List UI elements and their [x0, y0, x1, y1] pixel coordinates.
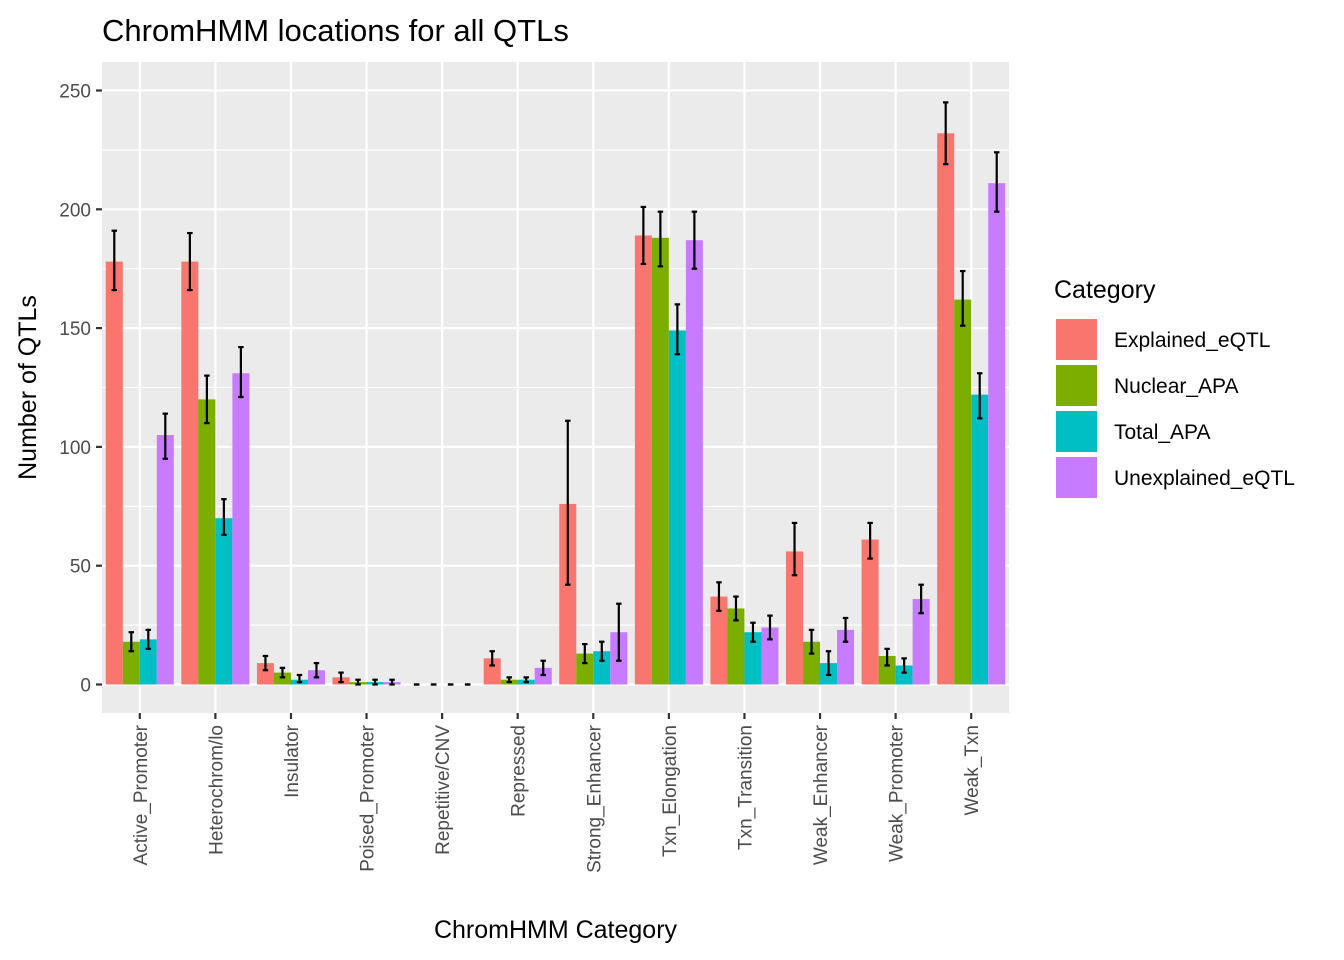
bar [256, 663, 274, 685]
bar [273, 672, 291, 685]
bar [122, 641, 140, 685]
bar [559, 503, 577, 685]
bar [727, 608, 745, 685]
bar [232, 373, 250, 685]
bar [483, 658, 501, 685]
bar [139, 639, 157, 685]
bar [105, 261, 123, 685]
x-tick-label: Poised_Promoter [358, 724, 379, 871]
bar [651, 237, 669, 685]
x-tick-label: Weak_Enhancer [811, 724, 832, 865]
y-tick-label: 200 [59, 200, 91, 221]
legend-title: Category [1054, 276, 1156, 304]
bar [937, 133, 955, 685]
bar [954, 299, 972, 685]
bar [215, 518, 233, 685]
bar [971, 394, 989, 685]
x-axis-title: ChromHMM Category [434, 916, 678, 944]
x-tick-label: Repressed [509, 725, 530, 817]
y-axis-title: Number of QTLs [14, 295, 42, 480]
legend-swatch [1056, 319, 1097, 360]
legend-label: Explained_eQTL [1114, 329, 1270, 352]
bar [803, 641, 821, 685]
y-tick-label: 250 [59, 82, 91, 103]
legend-swatch [1056, 411, 1097, 452]
x-tick-label: Heterochrom/lo [206, 725, 227, 855]
legend-label: Nuclear_APA [1114, 375, 1239, 398]
x-tick-label: Insulator [282, 724, 303, 798]
y-tick-label: 0 [80, 675, 91, 696]
bar [837, 629, 855, 685]
y-tick-label: 150 [59, 319, 91, 340]
legend-swatch [1056, 457, 1097, 498]
bar [988, 183, 1006, 685]
bar [861, 539, 879, 685]
chart-title: ChromHMM locations for all QTLs [102, 13, 569, 48]
bar [786, 551, 804, 685]
legend-label: Unexplained_eQTL [1114, 467, 1295, 490]
bar [685, 240, 703, 685]
bar [198, 399, 216, 685]
x-tick-label: Weak_Promoter [887, 724, 908, 862]
legend: Category Explained_eQTL Nuclear_APA Total_… [1054, 276, 1295, 498]
bar [668, 330, 686, 685]
y-tick-label: 100 [59, 438, 91, 459]
bar [878, 655, 896, 685]
y-tick-label: 50 [70, 557, 91, 578]
bar [895, 665, 913, 685]
bar [710, 596, 728, 685]
x-tick-label: Repetitive/CNV [433, 725, 454, 855]
gridlines [102, 62, 1009, 713]
bar [576, 653, 594, 685]
y-axis: 0 50 100 150 200 250 [59, 82, 102, 696]
bar [912, 598, 930, 685]
legend-label: Total_APA [1114, 421, 1211, 444]
x-tick-label: Strong_Enhancer [584, 724, 605, 873]
x-tick-label: Active_Promoter [131, 724, 152, 865]
bar [761, 627, 779, 685]
x-axis: Active_Promoter Heterochrom/lo Insulator Po… [131, 713, 983, 873]
x-tick-label: Txn_Transition [735, 725, 756, 850]
x-tick-label: Weak_Txn [962, 725, 983, 815]
x-tick-label: Txn_Elongation [660, 725, 681, 857]
bar [534, 667, 552, 685]
bar [593, 651, 611, 685]
bar [634, 235, 652, 685]
bar [744, 632, 762, 685]
legend-swatch [1056, 365, 1097, 406]
error-bars [111, 101, 1000, 686]
bar [181, 261, 199, 685]
bar [156, 435, 174, 685]
bars [105, 133, 1006, 685]
